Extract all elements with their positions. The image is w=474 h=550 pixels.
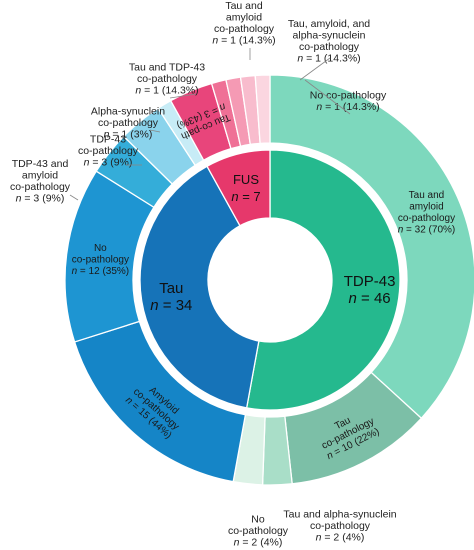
inner-label-name: FUS bbox=[233, 172, 259, 187]
outside-label: TDP-43 co-pathology n = 3 (9%) bbox=[78, 134, 139, 169]
n-symbol: n bbox=[150, 297, 158, 314]
n-symbol: n bbox=[297, 52, 303, 64]
inner-segment-tau bbox=[139, 165, 260, 409]
inside-label: No co-pathology n = 12 (35%) bbox=[72, 243, 130, 277]
label-line: amyloid bbox=[22, 169, 58, 181]
outer-segment bbox=[269, 74, 474, 420]
n-symbol: n bbox=[123, 395, 135, 407]
n-symbol: n bbox=[325, 449, 335, 462]
inner-label-tau: Tau n = 34 bbox=[150, 280, 192, 314]
label-line: n = 1 (14.3%) bbox=[212, 34, 275, 46]
inside-label: Tau and amyloid co-pathology n = 32 (70%) bbox=[398, 190, 456, 236]
n-symbol: n bbox=[231, 189, 238, 204]
leader-line bbox=[69, 194, 79, 201]
label-line: co-pathology bbox=[398, 213, 455, 224]
outside-label: TDP-43 and amyloid co-pathology n = 3 (9%) bbox=[10, 158, 71, 205]
outside-label: Tau and TDP-43 co-pathology n = 1 (14.3%) bbox=[129, 62, 205, 97]
n-symbol: n bbox=[316, 101, 322, 113]
label-line: co-pathology bbox=[228, 525, 289, 537]
inner-label-fus: FUS n = 7 bbox=[231, 172, 260, 204]
label-line: n = 1 (14.3%) bbox=[316, 101, 379, 113]
label-line: TDP-43 bbox=[90, 134, 126, 146]
outside-label: Tau and amyloid co-pathology n = 1 (14.3%) bbox=[212, 0, 275, 46]
label-line: co-pathology bbox=[214, 23, 275, 35]
inner-segment-fus bbox=[206, 149, 271, 227]
label-line: No bbox=[251, 514, 265, 526]
n-symbol: n bbox=[72, 266, 78, 277]
label-line: Alpha-synuclein bbox=[91, 106, 165, 118]
label-line: amyloid bbox=[226, 11, 262, 23]
outside-label: Tau and alpha-synuclein co-pathology n = 2… bbox=[283, 509, 396, 544]
outside-label: Tau, amyloid, and alpha-synuclein co-patho… bbox=[288, 18, 370, 65]
label-line: n = 2 (4%) bbox=[234, 537, 283, 549]
label-line: No co-pathology bbox=[310, 89, 387, 101]
label-line: Tau and bbox=[409, 190, 445, 201]
leader-line bbox=[149, 129, 161, 133]
inner-label-tdp-43: TDP-43 n = 46 bbox=[344, 273, 396, 307]
n-symbol: n bbox=[104, 129, 110, 141]
label-line: co-pathology bbox=[10, 181, 71, 193]
label-line: n = 1 (3%) bbox=[104, 129, 153, 141]
leader-line bbox=[169, 93, 197, 99]
label-line: co-pathology bbox=[72, 254, 129, 265]
label-line: Tau, amyloid, and bbox=[288, 18, 370, 30]
label-line: alpha-synuclein bbox=[293, 29, 366, 41]
label-line: Tau and alpha-synuclein bbox=[283, 509, 396, 521]
label-line: co-pathology bbox=[299, 41, 360, 53]
n-symbol: n bbox=[349, 290, 357, 307]
n-symbol: n bbox=[135, 85, 141, 97]
label-line: n = 12 (35%) bbox=[72, 266, 130, 277]
outside-label: Alpha-synuclein co-pathology n = 1 (3%) bbox=[91, 106, 165, 141]
label-line: amyloid bbox=[409, 201, 443, 212]
n-symbol: n bbox=[234, 537, 240, 549]
label-line: co-pathology bbox=[78, 145, 139, 157]
n-symbol: n bbox=[16, 192, 22, 204]
n-symbol: n bbox=[217, 101, 227, 113]
label-line: n = 3 (9%) bbox=[16, 192, 65, 204]
label-line: co-pathology bbox=[98, 117, 159, 129]
label-line: co-pathology bbox=[310, 520, 371, 532]
label-line: co-pathology bbox=[137, 73, 198, 85]
label-line: n = 3 (9%) bbox=[84, 157, 133, 169]
label-line: TDP-43 and bbox=[12, 158, 69, 170]
label-line: n = 32 (70%) bbox=[398, 224, 456, 235]
inner-segment-tdp-43 bbox=[245, 149, 401, 411]
inner-label-n: n = 7 bbox=[231, 189, 260, 204]
outside-label: No co-pathology n = 2 (4%) bbox=[228, 514, 289, 549]
inner-label-n: n = 34 bbox=[150, 297, 192, 314]
label-line: No bbox=[94, 243, 107, 254]
inner-label-name: Tau bbox=[159, 280, 183, 297]
inner-label-name: TDP-43 bbox=[344, 273, 396, 290]
label-line: Tau and bbox=[225, 0, 263, 12]
n-symbol: n bbox=[84, 157, 90, 169]
n-symbol: n bbox=[316, 532, 322, 544]
label-line: n = 2 (4%) bbox=[316, 532, 365, 544]
n-symbol: n bbox=[212, 34, 218, 46]
n-symbol: n bbox=[398, 224, 404, 235]
outer-segment bbox=[254, 74, 271, 145]
label-line: n = 1 (14.3%) bbox=[135, 85, 198, 97]
leader-line bbox=[304, 79, 351, 115]
inner-label-n: n = 46 bbox=[349, 290, 391, 307]
label-line: Tau and TDP-43 bbox=[129, 62, 205, 74]
leader-line bbox=[299, 57, 331, 81]
